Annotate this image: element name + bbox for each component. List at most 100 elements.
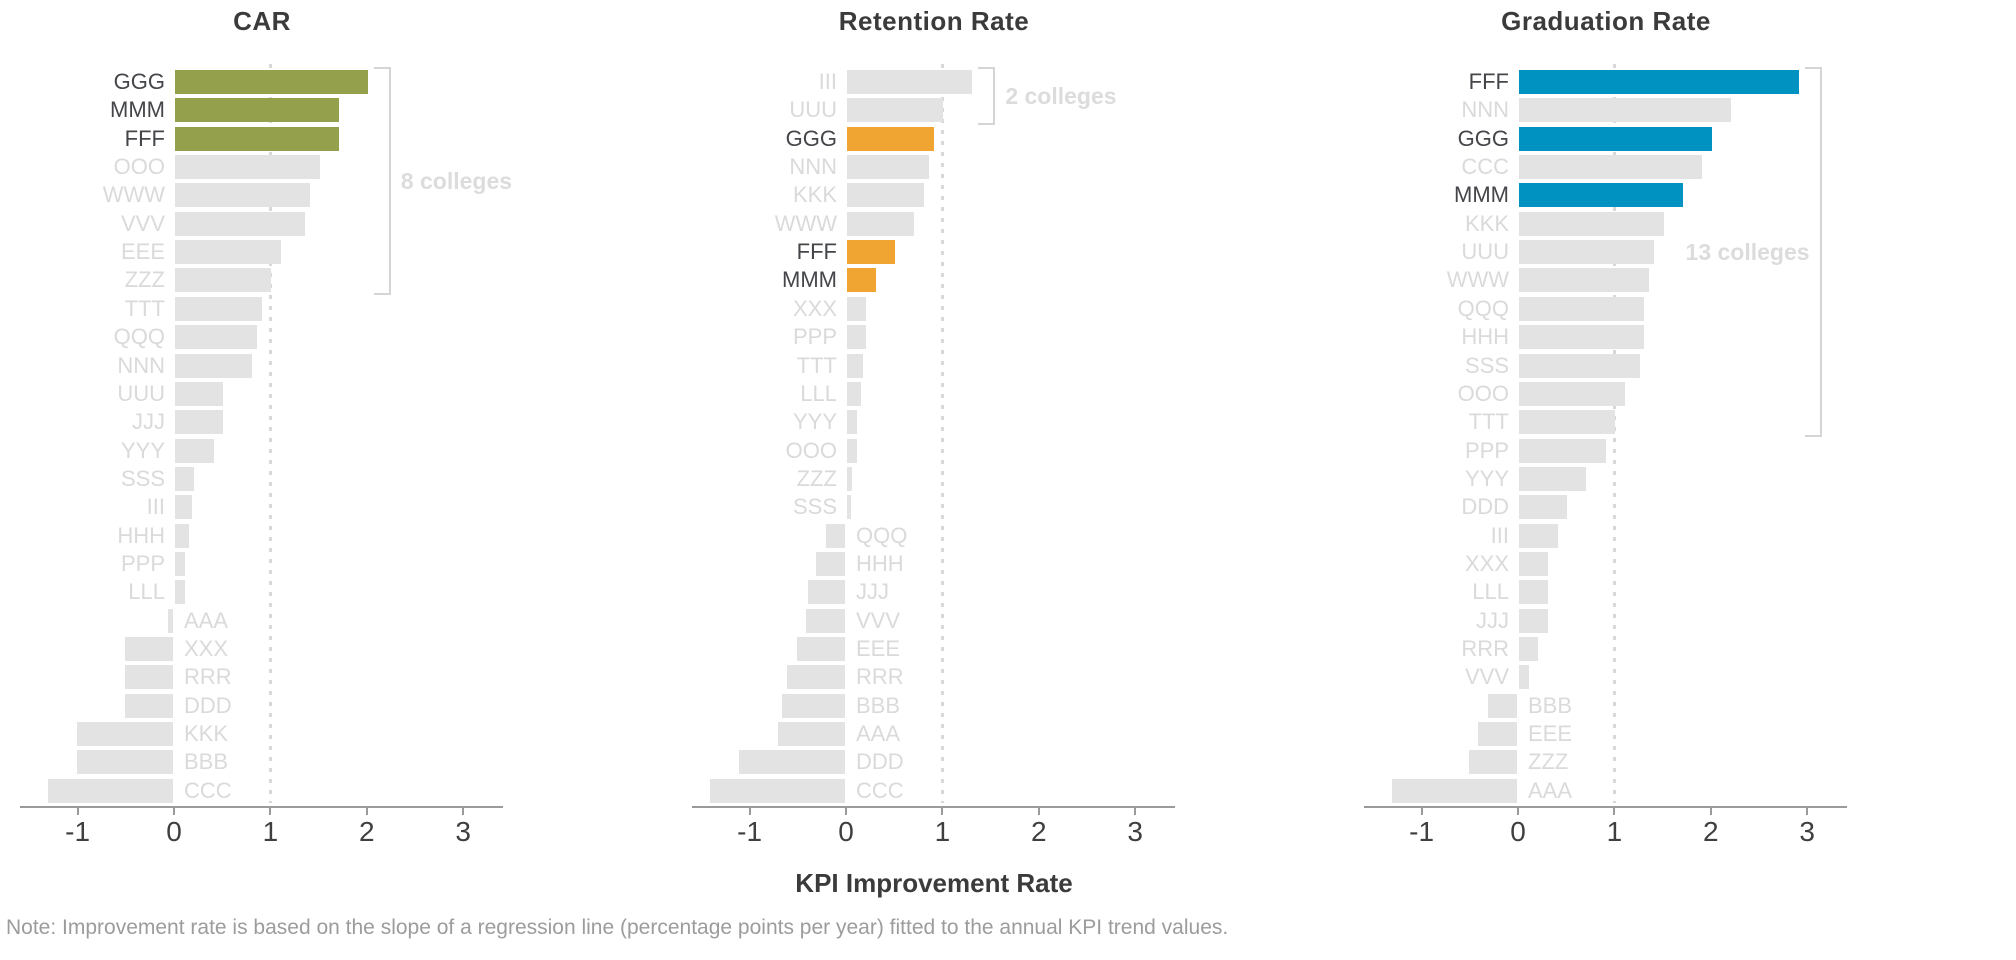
bar[interactable] — [175, 268, 272, 293]
bar[interactable] — [847, 183, 925, 208]
bar-label: CCC — [184, 777, 232, 803]
bar-label: NNN — [117, 352, 165, 378]
bar-label: YYY — [792, 409, 837, 435]
bar[interactable] — [847, 438, 857, 463]
bar[interactable] — [1478, 722, 1517, 747]
bar-label: QQQ — [113, 324, 165, 350]
bar[interactable] — [847, 211, 915, 236]
bar[interactable] — [806, 608, 845, 633]
bar[interactable] — [847, 98, 944, 123]
bar[interactable] — [777, 722, 845, 747]
bar[interactable] — [1519, 296, 1645, 321]
bar[interactable] — [175, 523, 190, 548]
bar[interactable] — [175, 410, 224, 435]
bar[interactable] — [787, 665, 845, 690]
bar[interactable] — [847, 296, 867, 321]
bar[interactable] — [1519, 268, 1650, 293]
x-axis-tick — [1420, 808, 1423, 815]
chart-title: CAR — [233, 6, 291, 36]
bar[interactable] — [796, 637, 845, 661]
bar[interactable] — [175, 183, 310, 208]
bar-label: VVV — [1464, 664, 1509, 690]
bar-label: RRR — [856, 664, 904, 690]
bar-chart-panel: CAR GGG MMM FFF OOO WWW VVV EEE ZZZ TTT QQQ NNN UUU J… — [0, 0, 672, 960]
bar[interactable] — [175, 98, 339, 123]
bar[interactable] — [847, 353, 864, 378]
bar[interactable] — [1519, 98, 1732, 123]
bar[interactable] — [124, 665, 173, 690]
bar[interactable] — [1519, 240, 1654, 265]
bar[interactable] — [1519, 70, 1799, 94]
bar[interactable] — [1391, 778, 1517, 803]
bar[interactable] — [1519, 211, 1664, 236]
bar[interactable] — [1519, 608, 1548, 633]
bar[interactable] — [1519, 495, 1568, 520]
bar[interactable] — [1468, 750, 1517, 775]
bar[interactable] — [847, 240, 896, 265]
bar[interactable] — [175, 325, 257, 350]
bar[interactable] — [76, 750, 173, 775]
bar-label: ZZZ — [796, 465, 837, 491]
bar[interactable] — [175, 70, 368, 94]
bar[interactable] — [808, 580, 845, 605]
bar[interactable] — [1519, 551, 1548, 576]
bar-label: VVV — [120, 210, 165, 236]
x-axis-tick-label: 0 — [838, 816, 854, 847]
bar[interactable] — [1519, 438, 1606, 463]
bar[interactable] — [825, 523, 845, 548]
bar[interactable] — [710, 778, 845, 803]
bar-label: XXX — [792, 295, 837, 321]
bar[interactable] — [1519, 466, 1587, 491]
bar-label: MMM — [1454, 182, 1509, 208]
bar[interactable] — [175, 155, 320, 180]
bar-label: UUU — [789, 97, 837, 123]
bar[interactable] — [1519, 325, 1645, 350]
bar[interactable] — [847, 410, 857, 435]
bar[interactable] — [175, 296, 262, 321]
bar[interactable] — [76, 722, 173, 747]
bar[interactable] — [1519, 381, 1626, 406]
bar[interactable] — [1519, 580, 1548, 605]
bar[interactable] — [847, 495, 851, 520]
bar[interactable] — [168, 608, 173, 633]
bar[interactable] — [1519, 183, 1683, 208]
x-axis-tick-label: 1 — [262, 816, 279, 847]
bar[interactable] — [1519, 665, 1529, 690]
bar-label: SSS — [120, 465, 165, 491]
bar[interactable] — [1519, 637, 1539, 661]
bar[interactable] — [175, 211, 306, 236]
bar[interactable] — [816, 551, 845, 576]
bar[interactable] — [175, 353, 253, 378]
bar[interactable] — [738, 750, 845, 775]
bar[interactable] — [847, 126, 934, 151]
bar[interactable] — [47, 778, 173, 803]
bar[interactable] — [124, 693, 173, 718]
bar[interactable] — [847, 268, 876, 293]
bar[interactable] — [1519, 155, 1703, 180]
bar[interactable] — [782, 693, 845, 718]
bar-label: CCC — [856, 777, 904, 803]
bar[interactable] — [847, 70, 973, 94]
bar-label: PPP — [1464, 437, 1509, 463]
bar[interactable] — [175, 495, 193, 520]
bar-label: HHH — [1461, 324, 1509, 350]
bracket-cap — [1804, 435, 1822, 438]
bar[interactable] — [175, 466, 195, 491]
bar-label: CCC — [1461, 154, 1509, 180]
bar[interactable] — [175, 580, 185, 605]
bar[interactable] — [1488, 693, 1517, 718]
bar[interactable] — [124, 637, 173, 661]
bar[interactable] — [847, 466, 852, 491]
bar[interactable] — [1519, 126, 1712, 151]
bar[interactable] — [847, 155, 929, 180]
bar[interactable] — [175, 438, 214, 463]
bar[interactable] — [847, 381, 862, 406]
bar[interactable] — [1519, 410, 1616, 435]
bar[interactable] — [847, 325, 867, 350]
bar[interactable] — [175, 126, 339, 151]
bar[interactable] — [175, 381, 224, 406]
bar[interactable] — [1519, 523, 1558, 548]
bar[interactable] — [1519, 353, 1640, 378]
bar[interactable] — [175, 240, 282, 265]
bar[interactable] — [175, 551, 185, 576]
